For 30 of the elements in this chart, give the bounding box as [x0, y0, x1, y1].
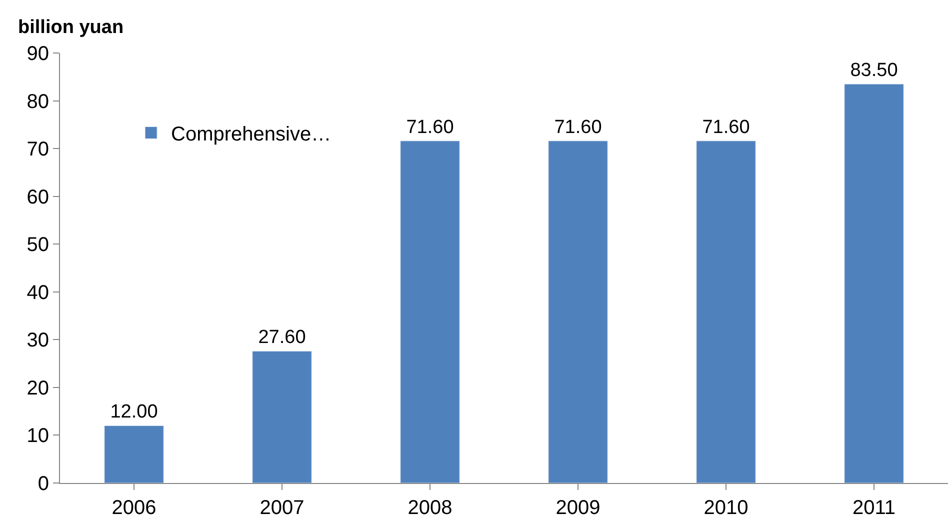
- x-tick-label: 2009: [556, 497, 600, 519]
- data-label: 71.60: [554, 116, 602, 138]
- x-tick-label: 2006: [112, 497, 156, 519]
- bar: [696, 140, 756, 483]
- legend-label: Comprehensive…: [171, 124, 332, 146]
- bar: [844, 84, 904, 483]
- y-tick-label: 0: [38, 473, 49, 495]
- y-tick-label: 20: [26, 377, 49, 400]
- bar: [548, 140, 608, 483]
- y-tick-label: 70: [26, 138, 49, 161]
- bar: [104, 425, 164, 483]
- x-tick-label: 2007: [260, 497, 304, 519]
- y-axis-title: billion yuan: [18, 17, 124, 38]
- data-label: 71.60: [702, 116, 750, 138]
- y-tick-label: 30: [26, 330, 49, 352]
- x-tick-label: 2011: [852, 497, 896, 519]
- data-label: 83.50: [850, 60, 898, 82]
- y-tick-label: 60: [26, 186, 49, 208]
- bar: [252, 350, 312, 483]
- x-tick-label: 2010: [704, 497, 748, 519]
- y-tick-label: 50: [26, 234, 49, 256]
- data-label: 12.00: [110, 402, 158, 423]
- x-tick-label: 2008: [408, 497, 452, 519]
- data-label: 71.60: [406, 116, 454, 138]
- y-tick-label: 40: [26, 282, 49, 304]
- y-tick-label: 90: [26, 43, 49, 65]
- data-label: 27.60: [258, 327, 306, 348]
- y-tick-label: 80: [26, 90, 49, 113]
- bar: [400, 140, 460, 483]
- y-tick-label: 10: [26, 425, 49, 448]
